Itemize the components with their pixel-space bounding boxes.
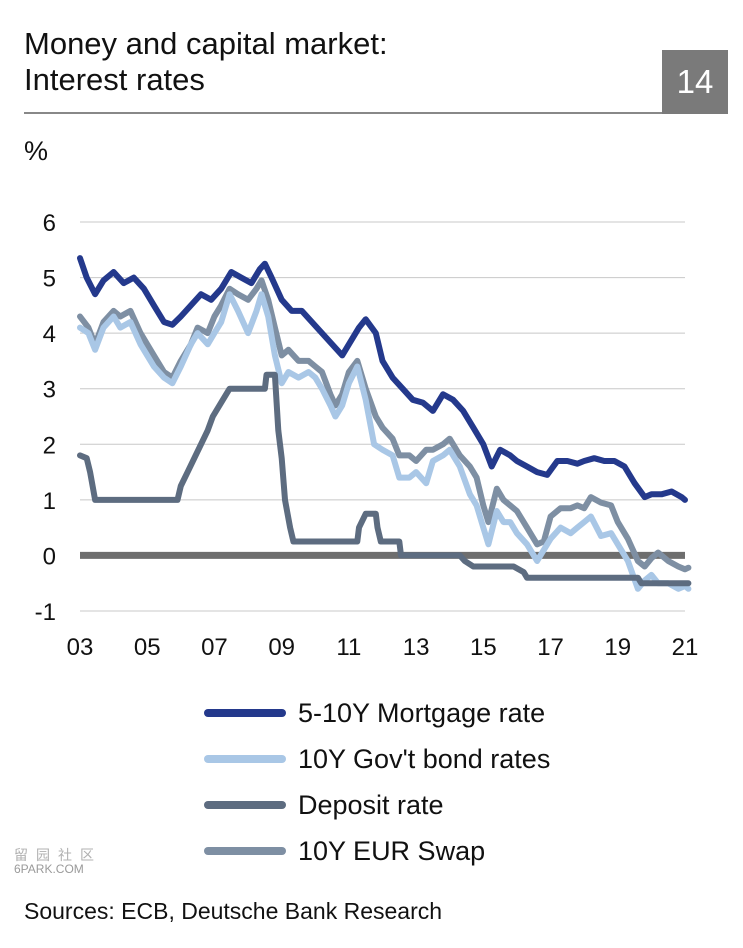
chart-legend: 5-10Y Mortgage rate 10Y Gov't bond rates… — [204, 690, 550, 874]
legend-item-swap: 10Y EUR Swap — [204, 828, 550, 874]
legend-item-mortgage: 5-10Y Mortgage rate — [204, 690, 550, 736]
legend-item-gov-bond: 10Y Gov't bond rates — [204, 736, 550, 782]
y-tick-label: 2 — [43, 432, 56, 459]
x-tick-label: 21 — [672, 634, 699, 661]
x-tick-label: 11 — [336, 634, 361, 661]
x-tick-label: 13 — [403, 634, 430, 661]
chart-title-line-1: Money and capital market: — [24, 26, 388, 61]
y-tick-label: 1 — [43, 488, 56, 515]
legend-label-swap: 10Y EUR Swap — [298, 835, 486, 866]
x-tick-label: 07 — [201, 634, 228, 661]
source-note: Sources: ECB, Deutsche Bank Research — [24, 898, 443, 924]
watermark: 留园社区 6PARK.COM — [14, 848, 102, 876]
legend-swatch-gov-bond — [204, 755, 286, 763]
x-tick-label: 09 — [268, 634, 295, 661]
legend-label-deposit: Deposit rate — [298, 789, 444, 820]
y-unit-label: % — [24, 136, 49, 166]
legend-swatch-swap — [204, 847, 286, 855]
x-tick-label: 15 — [470, 634, 497, 661]
watermark-text: 6PARK.COM — [14, 862, 84, 876]
chart-title: Money and capital market: Interest rates — [24, 26, 388, 98]
line-chart: -1 0 1 2 3 4 5 6 03 05 07 09 11 13 15 17 19 21 — [35, 210, 699, 661]
y-tick-label: 0 — [43, 543, 56, 570]
y-tick-label: 5 — [43, 266, 56, 293]
legend-label-mortgage: 5-10Y Mortgage rate — [298, 697, 546, 728]
legend-swatch-deposit — [204, 801, 286, 809]
y-tick-label: 6 — [43, 210, 56, 237]
series-line-deposit — [77, 371, 692, 587]
watermark-glyphs: 留园社区 — [14, 847, 102, 863]
chart-title-line-2: Interest rates — [24, 62, 205, 97]
series-line-mortgage — [77, 255, 688, 503]
x-tick-label: 03 — [67, 634, 94, 661]
series-line-gov-bond — [77, 291, 692, 592]
y-tick-label: 3 — [43, 377, 56, 404]
y-tick-label: 4 — [43, 321, 56, 348]
y-tick-label: -1 — [35, 599, 56, 626]
legend-label-gov-bond: 10Y Gov't bond rates — [298, 743, 551, 774]
x-tick-label: 19 — [604, 634, 631, 661]
title-divider — [24, 112, 662, 114]
legend-swatch-mortgage — [204, 709, 286, 717]
x-tick-label: 17 — [537, 634, 564, 661]
chart-number-badge: 14 — [662, 50, 728, 114]
x-tick-label: 05 — [134, 634, 161, 661]
legend-item-deposit: Deposit rate — [204, 782, 550, 828]
